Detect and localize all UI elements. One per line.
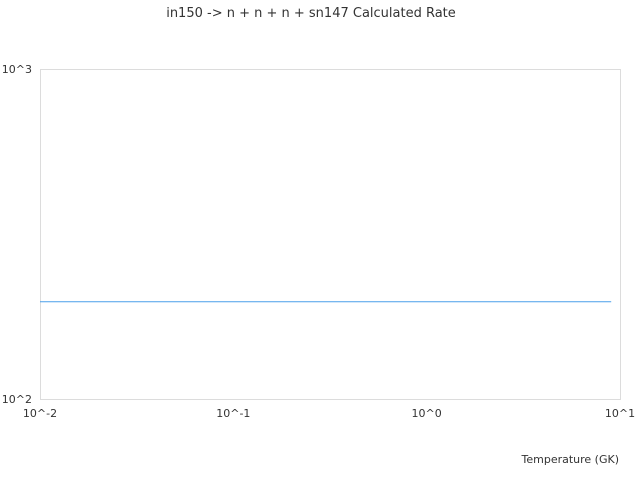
x-tick-label: 10^0 [412, 407, 442, 420]
y-tick-label: 10^2 [2, 393, 32, 406]
x-axis-label: Temperature (GK) [521, 453, 620, 466]
chart-title: in150 -> n + n + n + sn147 Calculated Ra… [166, 6, 456, 21]
x-tick-label: 10^1 [605, 407, 635, 420]
x-tick-label: 10^-2 [23, 407, 57, 420]
plot-area-frame [40, 69, 621, 400]
x-tick-label: 10^-1 [216, 407, 250, 420]
y-tick-label: 10^3 [2, 63, 32, 76]
